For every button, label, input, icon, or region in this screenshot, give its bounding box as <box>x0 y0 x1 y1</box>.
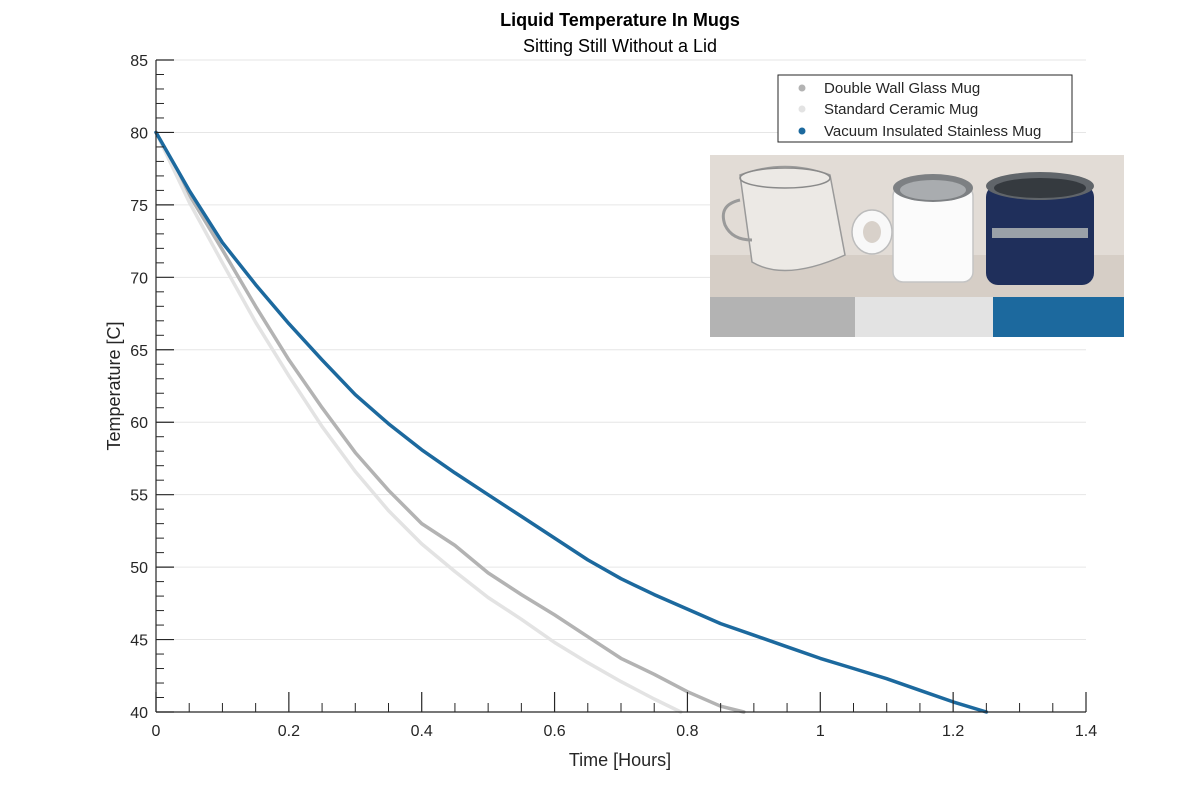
legend: Double Wall Glass Mug Standard Ceramic M… <box>777 74 1073 143</box>
y-tick-label: 70 <box>130 270 148 287</box>
x-tick-label: 0.8 <box>676 723 698 740</box>
x-tick-label: 1.2 <box>942 723 964 740</box>
chart-subtitle: Sitting Still Without a Lid <box>523 36 717 56</box>
y-tick-label: 85 <box>130 53 148 70</box>
x-tick-label: 0.2 <box>278 723 300 740</box>
legend-marker <box>798 105 806 113</box>
x-tick-label: 1.4 <box>1075 723 1097 740</box>
swatch-stainless <box>993 297 1124 337</box>
y-axis-label: Temperature [C] <box>104 321 124 450</box>
legend-item-label: Double Wall Glass Mug <box>824 80 980 97</box>
y-tick-label: 40 <box>130 705 148 722</box>
y-tick-label: 55 <box>130 488 148 505</box>
series-lines <box>154 130 989 714</box>
y-tick-label: 50 <box>130 560 148 577</box>
legend-marker <box>798 127 806 135</box>
x-axis-label: Time [Hours] <box>569 750 671 770</box>
inset-photo <box>710 155 1124 337</box>
y-tick-label: 80 <box>130 125 148 142</box>
y-tick-label: 75 <box>130 198 148 215</box>
x-tick-label: 0 <box>152 723 161 740</box>
glass-mug-icon <box>721 165 846 272</box>
legend-marker <box>798 84 806 92</box>
x-tick-label: 1 <box>816 723 825 740</box>
ticks: 0 0.2 0.4 0.6 0.8 1 1.2 1.4 40 45 50 55 60 65 70 75 80 85 <box>130 53 1097 740</box>
chart-title: Liquid Temperature In Mugs <box>500 10 740 30</box>
swatch-ceramic <box>855 297 993 337</box>
swatch-glass <box>710 297 855 337</box>
y-tick-label: 45 <box>130 633 148 650</box>
series-line <box>154 130 683 714</box>
legend-box <box>777 74 1073 143</box>
stainless-mug-icon <box>986 172 1094 285</box>
x-tick-label: 0.6 <box>543 723 565 740</box>
x-tick-label: 0.4 <box>411 723 433 740</box>
legend-item-label: Standard Ceramic Mug <box>824 101 978 118</box>
y-tick-label: 65 <box>130 343 148 360</box>
series-line <box>154 130 746 714</box>
legend-item-label: Vacuum Insulated Stainless Mug <box>824 123 1041 140</box>
series-line <box>154 130 989 714</box>
y-tick-label: 60 <box>130 415 148 432</box>
ceramic-mug-icon <box>851 174 974 283</box>
